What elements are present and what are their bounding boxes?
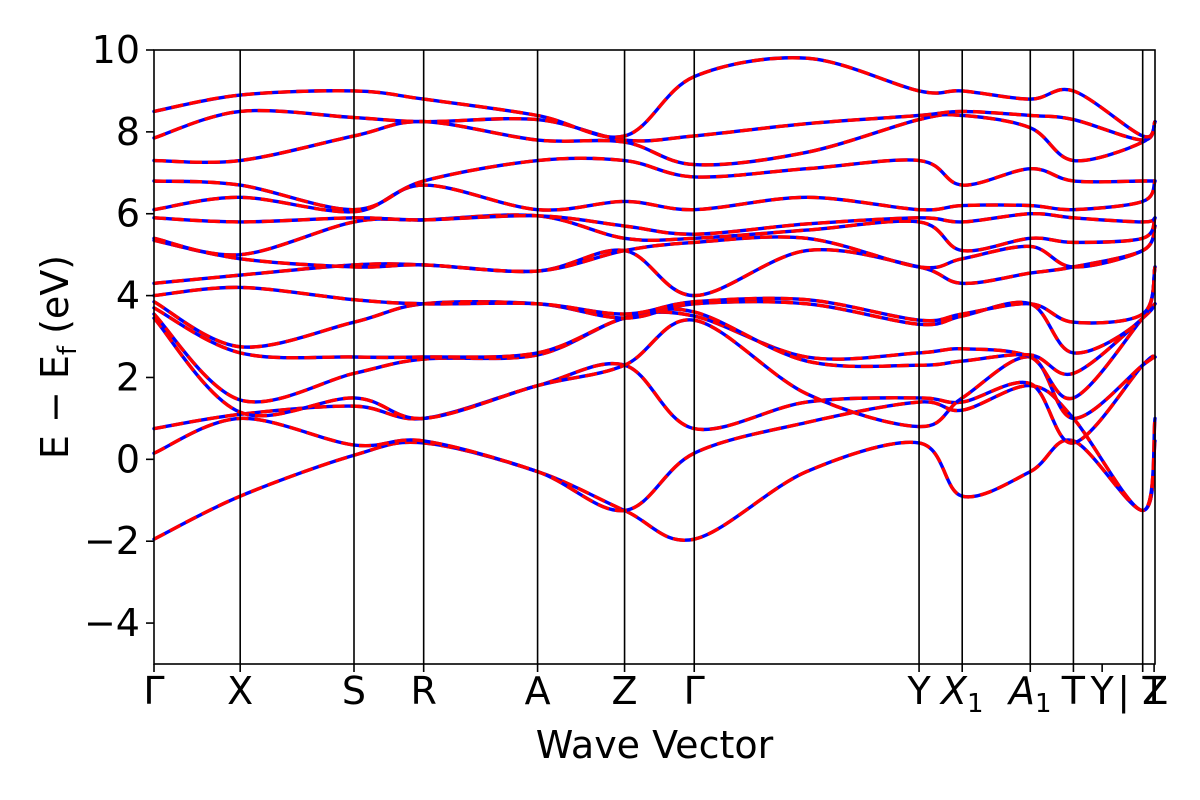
band-14-dashed [153, 156, 1155, 212]
kpoint-label-14: T [1141, 669, 1166, 713]
kpoint-label-9: X1 [939, 669, 984, 719]
y-tick-label-2: −2 [84, 519, 140, 563]
y-tick-label-6: 6 [116, 192, 140, 236]
kpoint-label-3: S [342, 669, 366, 713]
y-tick-label-5: 4 [116, 274, 140, 318]
kpoint-label-10: A1 [1006, 669, 1052, 719]
kpoint-label-6-main: Z [612, 669, 638, 713]
kpoint-label-5-main: A [525, 669, 551, 713]
kpoint-label-4-main: R [410, 669, 436, 713]
kpoint-label-12-main: Y [1090, 669, 1115, 713]
band-5-dashed [152, 302, 1157, 404]
kpoint-label-10-main: A [1006, 669, 1035, 713]
band-13-dashed [153, 180, 1157, 214]
band-7-dashed [153, 266, 1157, 355]
band-6-dashed [153, 302, 1157, 377]
band-4-solid [152, 316, 1157, 429]
kpoint-label-9-main: X [939, 669, 968, 713]
kpoint-label-4: R [410, 669, 436, 713]
bands-layer [152, 56, 1157, 542]
band-4-dashed [152, 316, 1156, 429]
band-3-dashed [153, 354, 1157, 445]
kpoint-label-12: Y [1090, 669, 1115, 713]
kpoint-label-8: Y [906, 669, 931, 713]
y-axis-title-unit: (eV) [33, 255, 77, 346]
kpoint-label-14-main: T [1141, 669, 1166, 713]
kpoint-label-1-main: Γ [143, 669, 164, 713]
kpoint-label-2: X [227, 669, 253, 713]
y-tick-label-1: −4 [84, 601, 140, 645]
kpoint-label-13: | Z [1117, 669, 1168, 714]
y-tick-label-7: 8 [116, 110, 140, 154]
band-17-dashed [153, 56, 1157, 139]
kpoint-label-10-subscript: 1 [1035, 689, 1052, 719]
kpoint-label-3-main: S [342, 669, 366, 713]
y-tick-label-8: 10 [92, 28, 140, 72]
plot-frame [153, 49, 1156, 665]
kpoint-label-8-main: Y [906, 669, 931, 713]
kpoint-label-11-main: T [1061, 669, 1086, 713]
kpoint-label-9-subscript: 1 [967, 689, 984, 719]
y-tick-label-4: 2 [116, 355, 140, 399]
y-axis-title-subscript: f [53, 345, 83, 355]
kpoint-label-1: Γ [143, 669, 164, 713]
kpoint-label-2-main: X [227, 669, 253, 713]
kpoint-label-13-main: | Z [1117, 669, 1168, 714]
kpoint-label-7: Γ [684, 669, 705, 713]
kpoint-label-6: Z [612, 669, 638, 713]
kpoint-label-5: A [525, 669, 551, 713]
kpath-lines [239, 50, 1144, 664]
x-axis-title: Wave Vector [536, 723, 774, 767]
band-2-dashed [153, 383, 1157, 513]
y-axis-title-main: E − E [33, 355, 77, 459]
y-axis-title: E − Ef (eV) [33, 255, 83, 459]
x-axis: Γ X S R A Z Γ Y X1 A1 T Y | ZT [143, 664, 1168, 719]
y-tick-label-3: 0 [116, 437, 140, 481]
y-axis: −4 −2 0 2 4 6 8 10 [84, 28, 154, 645]
kpoint-label-7-main: Γ [684, 669, 705, 713]
kpoint-label-11: T [1061, 669, 1086, 713]
